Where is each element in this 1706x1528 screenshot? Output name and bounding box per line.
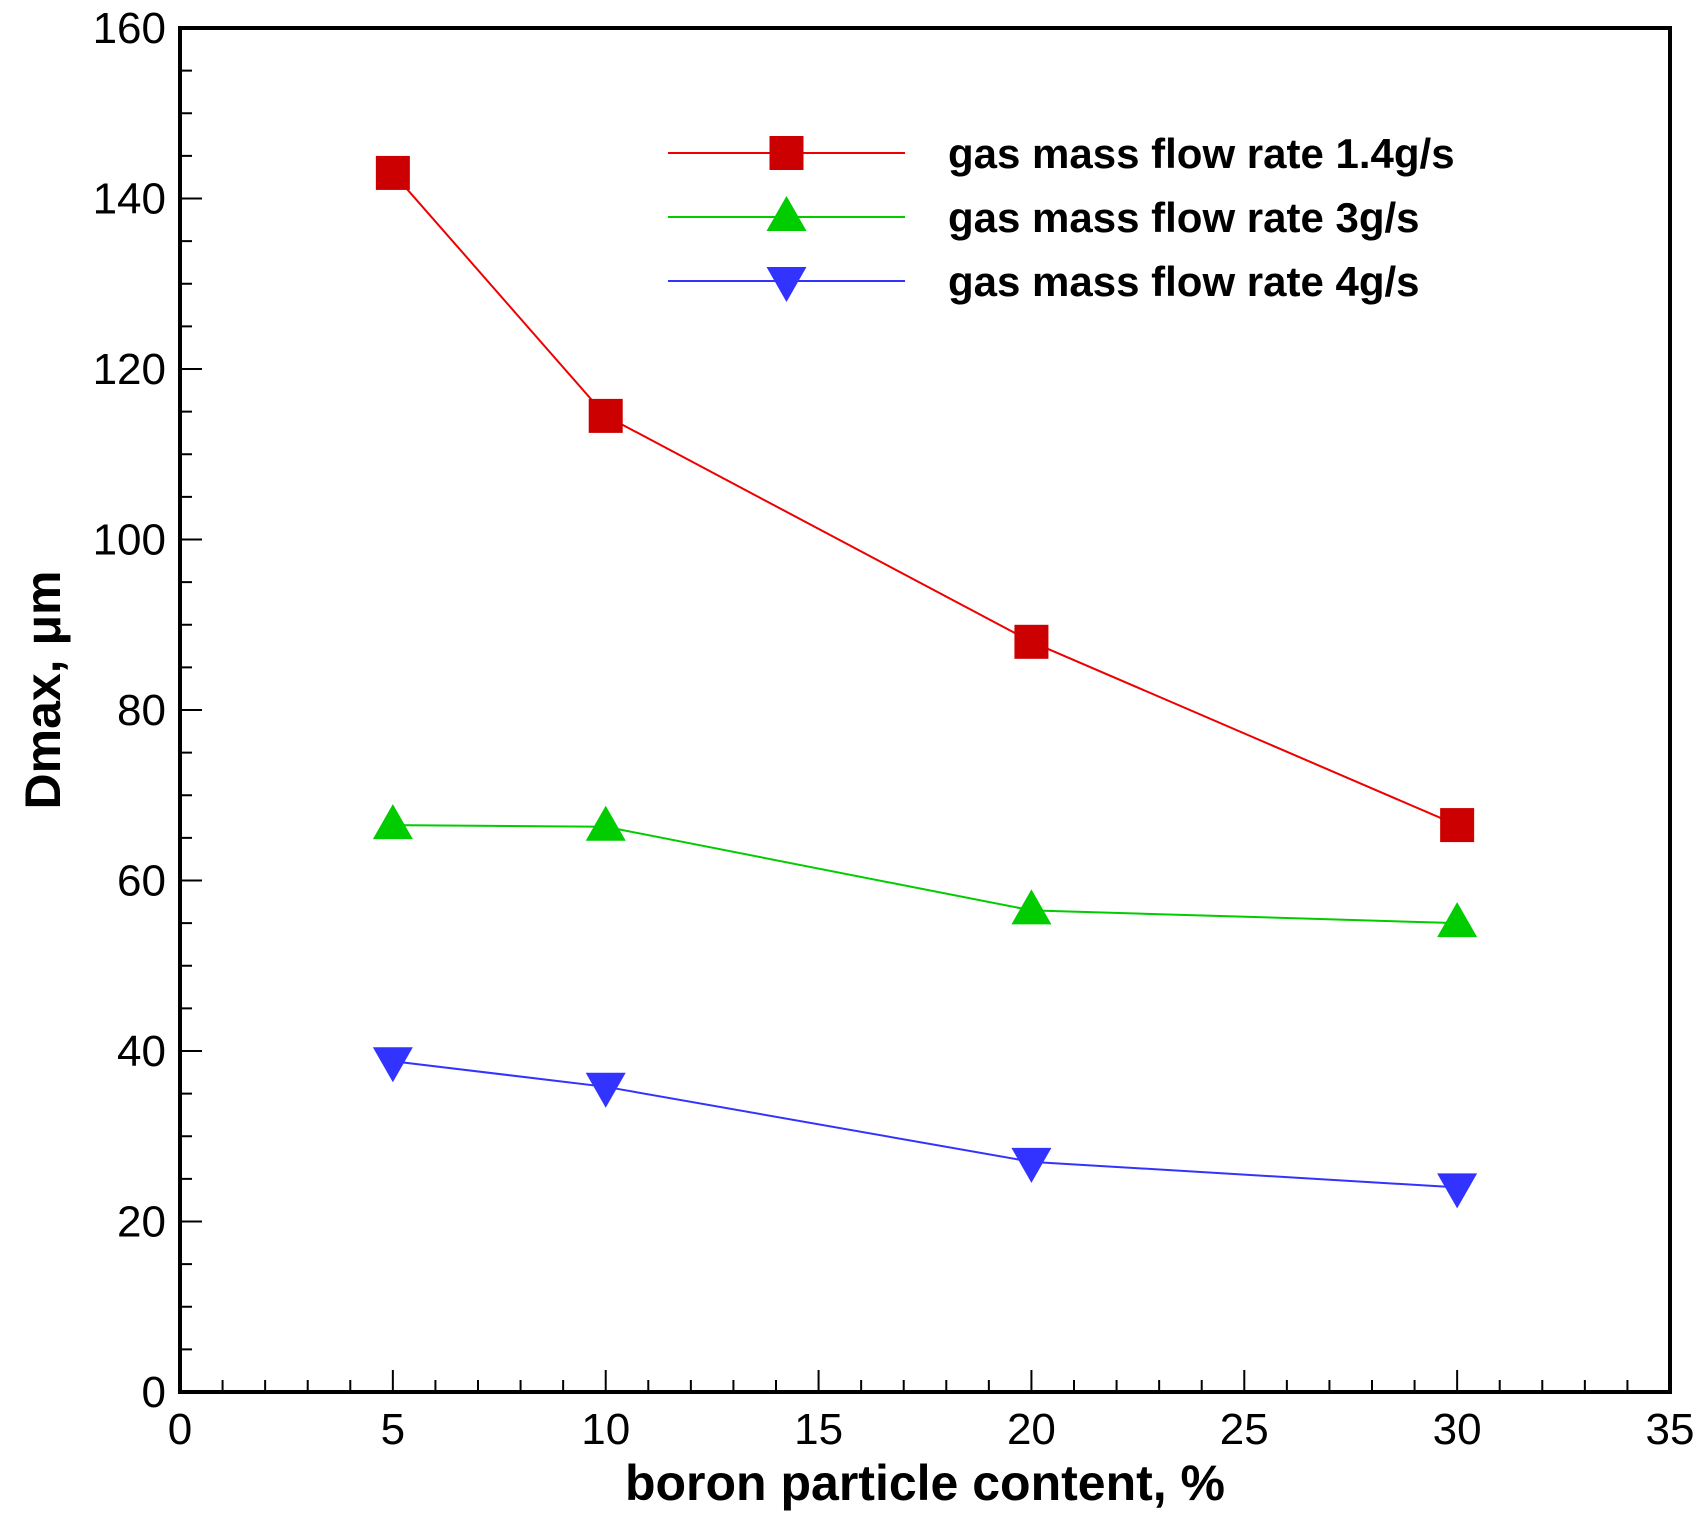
data-point <box>588 398 623 433</box>
series-1 <box>375 155 1475 843</box>
series-line <box>392 824 1458 925</box>
series-line <box>392 1060 1458 1189</box>
x-tick-label: 15 <box>794 1405 843 1454</box>
data-point <box>375 155 410 190</box>
x-tick-label: 10 <box>581 1405 630 1454</box>
legend-label: gas mass flow rate 1.4g/s <box>948 130 1455 177</box>
x-tick-label: 5 <box>381 1405 405 1454</box>
data-point <box>372 804 413 840</box>
data-point <box>585 1072 626 1108</box>
legend: gas mass flow rate 1.4g/s gas mass flow r… <box>668 130 1455 305</box>
series-2 <box>372 804 1478 938</box>
y-tick-label: 100 <box>93 516 166 565</box>
legend-item: gas mass flow rate 3g/s <box>668 194 1420 241</box>
y-axis-title: Dmax, μm <box>15 570 71 809</box>
x-tick-label: 30 <box>1433 1405 1482 1454</box>
series-line <box>392 172 1458 827</box>
data-point <box>1437 1173 1478 1209</box>
data-point <box>1011 1147 1052 1183</box>
data-point <box>585 805 626 841</box>
legend-label: gas mass flow rate 3g/s <box>948 194 1420 241</box>
x-tick-label: 0 <box>168 1405 192 1454</box>
x-tick-label: 20 <box>1007 1405 1056 1454</box>
y-tick-label: 160 <box>93 4 166 53</box>
y-tick-label: 80 <box>117 686 166 735</box>
data-point <box>1011 889 1052 925</box>
plot-frame <box>178 26 1672 1394</box>
legend-marker <box>766 267 807 302</box>
y-tick-label: 120 <box>93 345 166 394</box>
legend-label: gas mass flow rate 4g/s <box>948 258 1420 305</box>
data-point <box>1437 902 1478 938</box>
y-tick-label: 60 <box>117 857 166 906</box>
x-axis-title: boron particle content, % <box>625 1455 1225 1511</box>
legend-marker <box>766 196 807 231</box>
data-point <box>372 1047 413 1083</box>
y-tick-label: 40 <box>117 1027 166 1076</box>
data-point <box>1440 808 1475 843</box>
y-tick-label: 0 <box>142 1368 166 1417</box>
series-layer <box>372 155 1478 1209</box>
ticks-layer: 0 5 10 15 20 25 30 35 0 20 40 60 80 100 120 140 160 <box>93 4 1695 1454</box>
legend-marker <box>769 136 804 170</box>
data-point <box>1014 624 1049 659</box>
legend-item: gas mass flow rate 1.4g/s <box>668 130 1455 177</box>
x-tick-label: 25 <box>1220 1405 1269 1454</box>
legend-item: gas mass flow rate 4g/s <box>668 258 1420 305</box>
series-3 <box>372 1047 1478 1209</box>
x-tick-label: 35 <box>1646 1405 1695 1454</box>
y-tick-label: 20 <box>117 1198 166 1247</box>
y-tick-label: 140 <box>93 175 166 224</box>
